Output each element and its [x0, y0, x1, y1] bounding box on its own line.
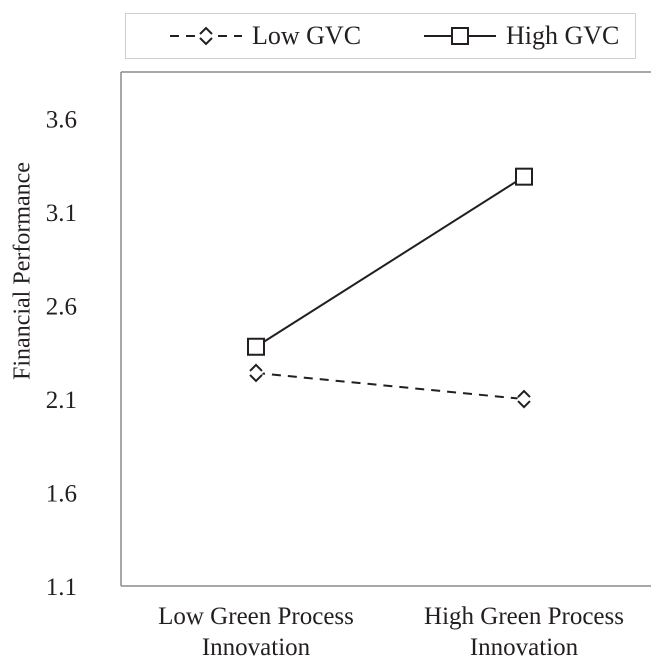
x-tick-label-high-line1: High Green Process	[424, 603, 624, 630]
y-tick-label: 1.1	[46, 574, 77, 601]
axes	[120, 71, 651, 587]
data-point-diamond	[249, 363, 263, 383]
diamond-fill	[249, 364, 263, 381]
y-tick-label: 1.6	[46, 481, 77, 508]
data-point-diamond	[517, 389, 531, 409]
legend: Low GVC High GVC	[125, 13, 636, 59]
diamond-fill	[517, 391, 531, 408]
y-tick-label: 2.1	[46, 387, 77, 414]
solid-square-line-icon	[424, 27, 496, 45]
series-line-1	[255, 175, 525, 348]
x-tick-label-low-line2: Innovation	[201, 634, 311, 661]
y-tick-label: 2.6	[46, 294, 77, 321]
diamond-outline	[249, 363, 263, 383]
legend-item-high-gvc: High GVC	[420, 14, 619, 58]
x-tick-label-high-line2: Innovation	[469, 634, 579, 661]
y-tick-labels: 1.1 1.6 2.1 2.6 3.1 3.6	[46, 107, 77, 601]
data-point-square	[515, 167, 533, 186]
series-line-0	[255, 371, 525, 401]
series-group	[247, 167, 533, 409]
diamond-outline	[517, 389, 531, 409]
x-tick-label-low: Low Green Process Innovation	[131, 601, 381, 663]
dashed-diamond-line-icon	[170, 26, 242, 46]
data-point-square	[247, 337, 265, 356]
legend-item-low-gvc: Low GVC	[166, 14, 361, 58]
x-tick-label-low-line1: Low Green Process	[158, 603, 354, 630]
legend-label-low-gvc: Low GVC	[252, 21, 362, 50]
y-tick-label: 3.1	[46, 200, 77, 227]
legend-label-high-gvc: High GVC	[506, 21, 620, 50]
y-axis-title: Financial Performance	[9, 162, 36, 380]
y-tick-label: 3.6	[46, 107, 77, 134]
x-tick-label-high: High Green Process Innovation	[399, 601, 649, 663]
